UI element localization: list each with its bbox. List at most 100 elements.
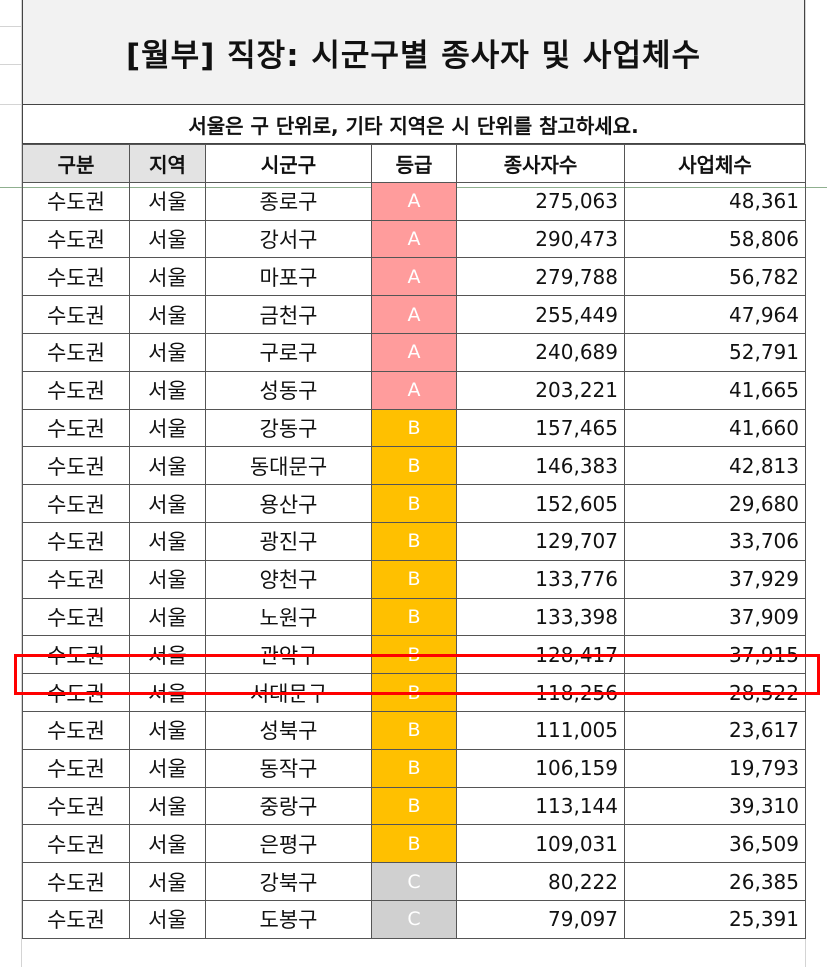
cell-region[interactable]: 서울 <box>129 521 206 561</box>
note-cell[interactable]: 서울은 구 단위로, 기타 지역은 시 단위를 참고하세요. <box>22 105 805 144</box>
header-cell-group[interactable]: 구분 <box>22 144 130 183</box>
cell-district[interactable]: 광진구 <box>205 521 372 561</box>
cell-region[interactable]: 서울 <box>129 446 206 486</box>
cell-group[interactable]: 수도권 <box>22 673 130 712</box>
cell-group[interactable]: 수도권 <box>22 408 130 448</box>
cell-workers[interactable]: 157,465 <box>456 408 625 448</box>
cell-grade[interactable]: A <box>371 181 457 221</box>
cell-grade[interactable]: A <box>371 332 457 372</box>
cell-district[interactable]: 금천구 <box>205 295 372 334</box>
cell-district[interactable]: 성동구 <box>205 370 372 410</box>
cell-grade[interactable]: B <box>371 824 457 864</box>
cell-grade[interactable]: B <box>371 597 457 637</box>
cell-businesses[interactable]: 39,310 <box>624 786 806 826</box>
cell-grade[interactable]: B <box>371 748 457 788</box>
cell-grade[interactable]: B <box>371 446 457 486</box>
cell-workers[interactable]: 275,063 <box>456 181 625 221</box>
cell-group[interactable]: 수도권 <box>22 332 130 372</box>
cell-businesses[interactable]: 33,706 <box>624 521 806 561</box>
cell-region[interactable]: 서울 <box>129 597 206 637</box>
cell-grade[interactable]: A <box>371 257 457 297</box>
cell-group[interactable]: 수도권 <box>22 786 130 826</box>
cell-group[interactable]: 수도권 <box>22 484 130 523</box>
cell-region[interactable]: 서울 <box>129 748 206 788</box>
cell-region[interactable]: 서울 <box>129 295 206 334</box>
cell-district[interactable]: 종로구 <box>205 181 372 221</box>
cell-district[interactable]: 마포구 <box>205 257 372 297</box>
cell-district[interactable]: 도봉구 <box>205 899 372 939</box>
cell-district[interactable]: 관악구 <box>205 635 372 675</box>
cell-district[interactable]: 노원구 <box>205 597 372 637</box>
cell-district[interactable]: 동대문구 <box>205 446 372 486</box>
cell-workers[interactable]: 152,605 <box>456 484 625 523</box>
cell-group[interactable]: 수도권 <box>22 899 130 939</box>
cell-group[interactable]: 수도권 <box>22 748 130 788</box>
cell-group[interactable]: 수도권 <box>22 635 130 675</box>
cell-grade[interactable]: B <box>371 521 457 561</box>
cell-workers[interactable]: 79,097 <box>456 899 625 939</box>
cell-grade[interactable]: B <box>371 559 457 599</box>
cell-region[interactable]: 서울 <box>129 862 206 901</box>
cell-workers[interactable]: 133,776 <box>456 559 625 599</box>
header-cell-district[interactable]: 시군구 <box>205 144 372 183</box>
cell-workers[interactable]: 255,449 <box>456 295 625 334</box>
cell-workers[interactable]: 240,689 <box>456 332 625 372</box>
cell-businesses[interactable]: 52,791 <box>624 332 806 372</box>
cell-grade[interactable]: C <box>371 862 457 901</box>
cell-group[interactable]: 수도권 <box>22 257 130 297</box>
cell-district[interactable]: 서대문구 <box>205 673 372 712</box>
cell-district[interactable]: 용산구 <box>205 484 372 523</box>
cell-workers[interactable]: 80,222 <box>456 862 625 901</box>
header-cell-workers[interactable]: 종사자수 <box>456 144 625 183</box>
cell-grade[interactable]: A <box>371 219 457 259</box>
cell-district[interactable]: 강동구 <box>205 408 372 448</box>
cell-district[interactable]: 강북구 <box>205 862 372 901</box>
cell-workers[interactable]: 113,144 <box>456 786 625 826</box>
header-cell-grade[interactable]: 등급 <box>371 144 457 183</box>
cell-group[interactable]: 수도권 <box>22 824 130 864</box>
cell-workers[interactable]: 118,256 <box>456 673 625 712</box>
cell-businesses[interactable]: 47,964 <box>624 295 806 334</box>
cell-district[interactable]: 강서구 <box>205 219 372 259</box>
cell-workers[interactable]: 129,707 <box>456 521 625 561</box>
cell-businesses[interactable]: 37,909 <box>624 597 806 637</box>
title-cell[interactable]: [월부] 직장: 시군구별 종사자 및 사업체수 <box>22 0 805 105</box>
cell-businesses[interactable]: 58,806 <box>624 219 806 259</box>
cell-group[interactable]: 수도권 <box>22 295 130 334</box>
header-cell-region[interactable]: 지역 <box>129 144 206 183</box>
cell-workers[interactable]: 279,788 <box>456 257 625 297</box>
cell-grade[interactable]: B <box>371 710 457 750</box>
cell-region[interactable]: 서울 <box>129 786 206 826</box>
cell-businesses[interactable]: 36,509 <box>624 824 806 864</box>
cell-businesses[interactable]: 37,915 <box>624 635 806 675</box>
cell-region[interactable]: 서울 <box>129 673 206 712</box>
cell-workers[interactable]: 128,417 <box>456 635 625 675</box>
cell-businesses[interactable]: 41,665 <box>624 370 806 410</box>
cell-businesses[interactable]: 37,929 <box>624 559 806 599</box>
cell-businesses[interactable]: 42,813 <box>624 446 806 486</box>
cell-grade[interactable]: A <box>371 370 457 410</box>
cell-grade[interactable]: B <box>371 484 457 523</box>
cell-businesses[interactable]: 29,680 <box>624 484 806 523</box>
cell-group[interactable]: 수도권 <box>22 521 130 561</box>
cell-grade[interactable]: B <box>371 786 457 826</box>
cell-businesses[interactable]: 48,361 <box>624 181 806 221</box>
cell-region[interactable]: 서울 <box>129 370 206 410</box>
cell-district[interactable]: 양천구 <box>205 559 372 599</box>
cell-workers[interactable]: 106,159 <box>456 748 625 788</box>
cell-businesses[interactable]: 28,522 <box>624 673 806 712</box>
cell-grade[interactable]: B <box>371 635 457 675</box>
cell-grade[interactable]: A <box>371 295 457 334</box>
cell-region[interactable]: 서울 <box>129 181 206 221</box>
cell-district[interactable]: 성북구 <box>205 710 372 750</box>
cell-workers[interactable]: 111,005 <box>456 710 625 750</box>
cell-businesses[interactable]: 25,391 <box>624 899 806 939</box>
cell-group[interactable]: 수도권 <box>22 862 130 901</box>
cell-group[interactable]: 수도권 <box>22 597 130 637</box>
header-cell-businesses[interactable]: 사업체수 <box>624 144 806 183</box>
cell-grade[interactable]: C <box>371 899 457 939</box>
cell-workers[interactable]: 203,221 <box>456 370 625 410</box>
cell-region[interactable]: 서울 <box>129 899 206 939</box>
cell-region[interactable]: 서울 <box>129 257 206 297</box>
cell-region[interactable]: 서울 <box>129 332 206 372</box>
